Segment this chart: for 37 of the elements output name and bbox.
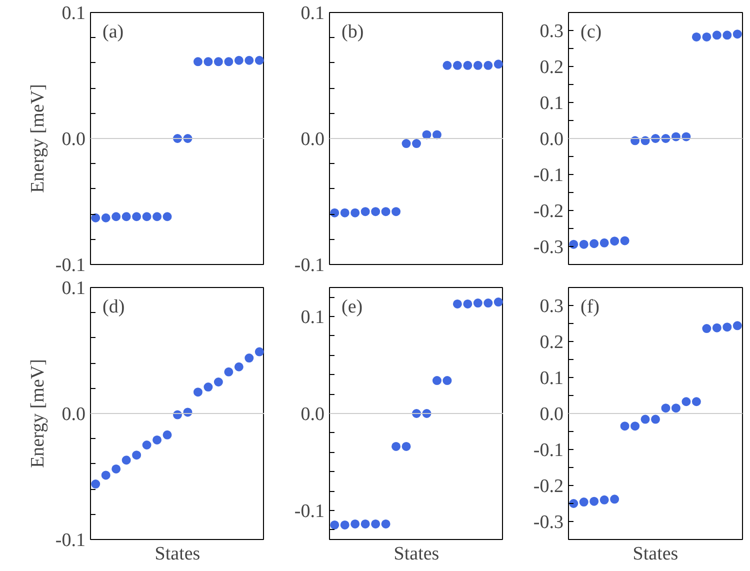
- y-tick-label: -0.2: [533, 201, 564, 222]
- y-tick-label: 0.1: [300, 307, 324, 328]
- y-tick-label: 0.3: [540, 296, 564, 317]
- y-tick-label: -0.1: [55, 530, 86, 551]
- y-tick-label: 0.1: [540, 93, 564, 114]
- y-tick-label: -0.1: [55, 255, 86, 276]
- y-tick-label: -0.3: [533, 512, 564, 533]
- y-tick-label: 0.1: [62, 278, 86, 299]
- y-tick-label: -0.1: [294, 500, 324, 522]
- x-axis-title: States: [154, 544, 200, 564]
- annotation: (c): [580, 22, 602, 42]
- y-tick-label: 0.0: [300, 404, 324, 425]
- annotation: (e): [342, 296, 363, 318]
- y-axis-title: Energy [meV]: [27, 359, 48, 468]
- y-tick-label: 0.0: [62, 129, 86, 150]
- y-tick-label: 0.1: [62, 3, 86, 24]
- annotation: (d): [102, 296, 125, 318]
- y-axis-title: Energy [meV]: [27, 84, 48, 193]
- annotation: (b): [342, 22, 364, 42]
- y-tick-label: -0.1: [294, 255, 324, 276]
- y-tick-label: 0.0: [540, 129, 564, 150]
- y-tick-label: 0.2: [540, 332, 564, 353]
- annotation: (f): [580, 296, 600, 318]
- y-tick-label: 0.2: [540, 57, 564, 78]
- y-tick-label: 0.0: [540, 404, 564, 425]
- y-tick-label: -0.1: [533, 165, 564, 186]
- y-tick-label: -0.2: [533, 476, 564, 497]
- y-tick-label: 0.1: [300, 3, 324, 24]
- y-tick-label: 0.3: [540, 21, 564, 42]
- x-axis-title: States: [632, 544, 678, 564]
- annotation: (a): [102, 22, 124, 42]
- x-axis-title: States: [394, 544, 440, 564]
- y-tick-label: 0.0: [62, 404, 86, 425]
- y-tick-label: -0.1: [533, 440, 564, 461]
- y-tick-label: 0.1: [540, 368, 564, 389]
- y-tick-label: 0.0: [300, 129, 324, 150]
- y-tick-label: -0.3: [533, 237, 564, 258]
